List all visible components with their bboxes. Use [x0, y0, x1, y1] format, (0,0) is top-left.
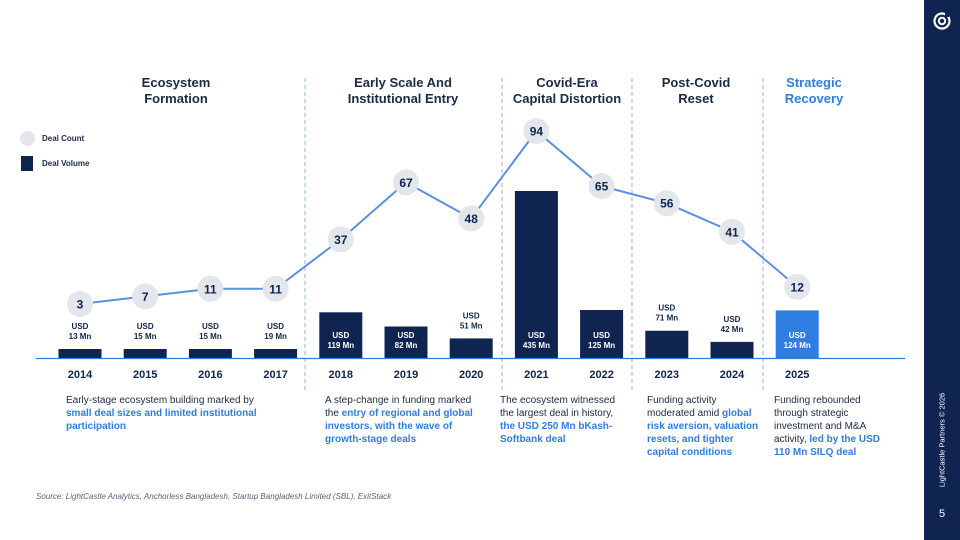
description-highlight: entry of regional and global investors, … — [325, 408, 473, 445]
deal-volume-bar — [775, 310, 819, 358]
year-tick-label: 2015 — [133, 369, 157, 381]
description-highlight: global risk aversion, valuation resets, … — [647, 408, 759, 458]
deal-volume-bar — [580, 310, 624, 358]
deal-count-marker — [588, 173, 615, 200]
deal-volume-label: USD 82 Mn — [395, 331, 418, 350]
deal-count-marker — [719, 218, 745, 245]
deal-count-label: 37 — [334, 233, 348, 247]
deal-count-marker — [197, 275, 224, 302]
year-tick-label: 2021 — [524, 369, 548, 381]
deal-volume-label: USD 435 Mn — [523, 331, 550, 350]
deal-volume-bar — [514, 191, 558, 358]
deal-volume-bar — [710, 341, 754, 358]
deal-volume-label: USD 51 Mn — [460, 311, 483, 330]
deal-count-marker — [458, 205, 485, 232]
copyright-text: LightCastle Partners © 2026 — [937, 392, 947, 488]
phase-title-ecosystem-formation: Ecosystem Formation — [141, 75, 211, 106]
deal-count-marker — [393, 169, 419, 196]
description-text: Funding rebounded through strategic inve… — [774, 395, 866, 445]
year-tick-label: 2025 — [785, 369, 809, 381]
legend-deal-volume-marker — [21, 156, 33, 171]
phase-description-strategic-recovery: Funding rebounded through strategic inve… — [774, 394, 884, 459]
deal-count-label: 65 — [595, 180, 609, 194]
year-tick-label: 2014 — [68, 369, 93, 381]
phase-title-covid-era: Covid-Era Capital Distortion — [512, 75, 622, 106]
description-highlight: the USD 250 Mn bKash-Softbank deal — [500, 421, 613, 445]
phase-description-covid-era: The ecosystem witnessed the largest deal… — [500, 394, 618, 446]
deal-count-marker — [132, 283, 159, 310]
deal-count-marker — [262, 275, 289, 302]
description-text: Funding activity moderated amid — [647, 395, 723, 419]
legend-deal-count-marker — [20, 131, 35, 146]
brand-sidebar: LightCastle Partners © 2026 5 — [924, 0, 960, 540]
deal-count-marker — [784, 273, 811, 300]
deal-volume-label: USD 19 Mn — [264, 322, 287, 341]
deal-volume-label: USD 13 Mn — [69, 322, 92, 341]
year-tick-label: 2023 — [655, 369, 679, 381]
source-note: Source: LightCastle Analytics, Anchorles… — [36, 492, 392, 501]
deal-volume-label: USD 71 Mn — [655, 304, 678, 323]
deal-volume-bar — [58, 349, 102, 358]
deal-volume-label: USD 119 Mn — [327, 331, 354, 350]
year-tick-label: 2019 — [394, 369, 418, 381]
deal-count-marker — [653, 190, 680, 217]
deal-count-label: 12 — [791, 280, 805, 294]
deal-count-marker — [67, 291, 93, 317]
phase-description-post-covid: Funding activity moderated amid global r… — [647, 394, 759, 459]
legend-deal-count-label: Deal Count — [42, 134, 85, 143]
page-number: 5 — [938, 508, 946, 520]
phase-title-early-scale: Early Scale And Institutional Entry — [347, 75, 459, 106]
description-text: The ecosystem witnessed the largest deal… — [500, 395, 616, 419]
phase-title-post-covid: Post-Covid Reset — [661, 75, 731, 106]
deal-volume-bar — [188, 349, 232, 358]
deal-count-label: 7 — [142, 290, 149, 304]
phase-title-strategic-recovery: Strategic Recovery — [784, 75, 844, 106]
year-tick-label: 2017 — [263, 369, 287, 381]
deal-volume-label: USD 15 Mn — [199, 322, 222, 341]
deal-volume-label: USD 15 Mn — [134, 322, 157, 341]
deal-count-label: 56 — [660, 197, 674, 211]
phase-description-early-scale: A step-change in funding marked the entr… — [325, 394, 485, 446]
deal-volume-bar — [123, 349, 167, 358]
phase-description-ecosystem-formation: Early-stage ecosystem building marked by… — [66, 394, 266, 433]
description-highlight: led by the USD 110 Mn SILQ deal — [774, 434, 880, 458]
year-tick-label: 2024 — [720, 369, 745, 381]
deal-volume-bar — [449, 338, 493, 358]
deal-volume-bar — [319, 312, 363, 358]
deal-volume-bar — [254, 349, 298, 358]
deal-count-marker — [523, 118, 550, 144]
year-tick-label: 2022 — [589, 369, 613, 381]
legend-deal-volume-label: Deal Volume — [42, 159, 90, 168]
funding-chart: USD 13 Mn USD 15 Mn USD 15 Mn USD 19 Mn USD 119 M… — [36, 78, 905, 390]
description-text: A step-change in funding marked the — [325, 395, 472, 419]
description-highlight: small deal sizes and limited institution… — [66, 408, 257, 432]
deal-count-label: 48 — [465, 212, 479, 226]
deal-count-label: 11 — [269, 282, 282, 296]
deal-count-label: 11 — [204, 282, 217, 296]
deal-volume-label: USD 42 Mn — [721, 315, 744, 334]
lightcastle-logo-icon — [933, 12, 951, 30]
year-tick-label: 2020 — [459, 369, 483, 381]
description-text: Early-stage ecosystem building marked by — [66, 395, 254, 406]
deal-count-label: 94 — [530, 125, 544, 139]
deal-count-marker — [327, 226, 354, 253]
deal-count-label: 67 — [399, 176, 413, 190]
deal-volume-label: USD 124 Mn — [784, 331, 811, 350]
deal-count-label: 3 — [77, 298, 84, 312]
deal-volume-label: USD 125 Mn — [588, 331, 615, 350]
deal-volume-bar — [384, 326, 428, 358]
deal-count-label: 41 — [725, 225, 739, 239]
deal-volume-bar — [645, 330, 689, 358]
year-tick-label: 2018 — [329, 369, 353, 381]
year-tick-label: 2016 — [198, 369, 222, 381]
deal-count-line — [79, 129, 798, 305]
